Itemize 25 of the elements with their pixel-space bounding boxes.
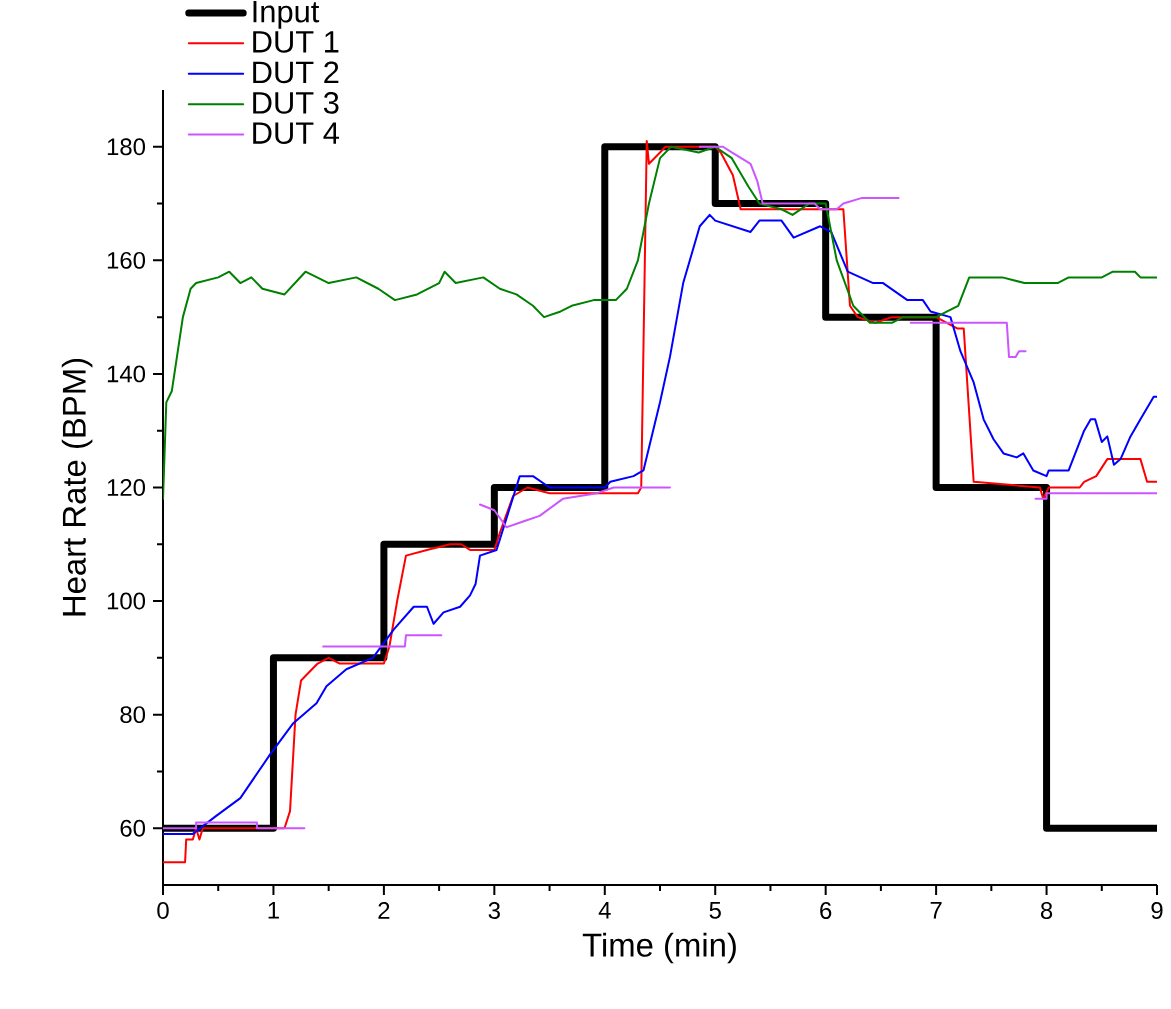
x-tick-label: 0 — [157, 902, 169, 919]
y-axis-title: Heart Rate (BPM) — [61, 358, 93, 616]
x-tick-label: 8 — [1040, 902, 1053, 919]
x-tick-label: 3 — [488, 902, 500, 919]
y-tick-label: 140 — [107, 365, 146, 383]
legend-label: DUT 1 — [253, 31, 339, 53]
y-tick-label: 120 — [107, 479, 146, 496]
line-series — [163, 145, 1158, 500]
y-tick-label: 100 — [107, 592, 146, 610]
x-tick-label: 1 — [268, 902, 279, 919]
x-tick-label: 6 — [820, 902, 832, 919]
x-tick-label: 7 — [930, 902, 942, 919]
legend-label: DUT 4 — [253, 122, 339, 144]
legend-label: DUT 3 — [253, 91, 339, 114]
y-tick-label: 60 — [120, 819, 146, 837]
y-tick-label: 180 — [107, 138, 146, 156]
legend-label: DUT 2 — [253, 61, 339, 84]
x-tick-label: 4 — [598, 902, 611, 919]
x-tick-label: 5 — [709, 902, 721, 919]
legend-label: Input — [253, 0, 320, 29]
x-tick-label: 2 — [378, 902, 390, 919]
x-tick-label: 9 — [1151, 902, 1163, 919]
x-axis-title: Time (min) — [582, 932, 736, 964]
y-tick-label: 80 — [120, 706, 146, 724]
y-tick-label: 160 — [107, 251, 146, 269]
